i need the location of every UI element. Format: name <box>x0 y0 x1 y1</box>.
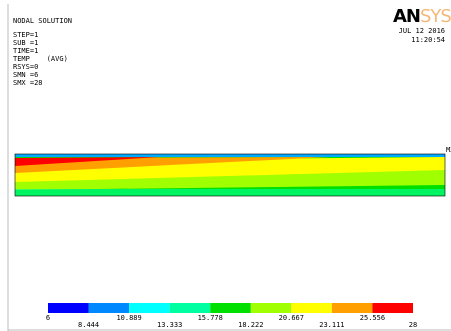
info-line: SMX =28 <box>13 79 43 87</box>
legend-swatch <box>169 303 211 313</box>
legend-swatch <box>210 303 251 313</box>
legend: 6 8.444 10.889 13.333 15.778 18.222 20.667 23.1… <box>46 303 417 329</box>
max-marker: MX <box>446 146 451 154</box>
legend-swatch <box>372 303 413 313</box>
legend-label: 20.667 <box>279 314 304 322</box>
legend-swatch <box>291 303 332 313</box>
legend-swatch <box>48 303 89 313</box>
info-line: TEMP (AVG) <box>13 55 68 63</box>
result-title: NODAL SOLUTION <box>13 17 72 25</box>
region <box>15 157 160 166</box>
legend-swatch <box>129 303 170 313</box>
legend-label: 25.556 <box>360 314 385 322</box>
legend-label: 18.222 <box>238 321 263 329</box>
legend-swatch <box>331 303 373 313</box>
legend-swatch <box>250 303 292 313</box>
legend-label: 6 <box>46 314 50 322</box>
info-line: SUB =1 <box>13 39 38 47</box>
top-strip <box>15 154 445 157</box>
legend-label: 23.111 <box>319 321 344 329</box>
logo-black: AN <box>393 6 420 27</box>
legend-label: 8.444 <box>78 321 99 329</box>
logo-colored: SYS <box>420 6 451 27</box>
date: JUL 12 2016 <box>399 27 445 35</box>
info-line: TIME=1 <box>13 47 38 55</box>
legend-label: 28 <box>409 321 417 329</box>
model <box>14 153 446 197</box>
logo: ANSYS <box>393 6 451 27</box>
legend-swatch <box>88 303 130 313</box>
region <box>15 189 445 196</box>
legend-label: 13.333 <box>157 321 182 329</box>
info-line: RSYS=0 <box>13 63 38 71</box>
info-line: SMN =6 <box>13 71 38 79</box>
info-line: STEP=1 <box>13 31 38 39</box>
legend-label: 10.889 <box>116 314 141 322</box>
time: 11:20:54 <box>411 36 445 44</box>
model-outline <box>14 153 446 197</box>
legend-label: 15.778 <box>198 314 223 322</box>
